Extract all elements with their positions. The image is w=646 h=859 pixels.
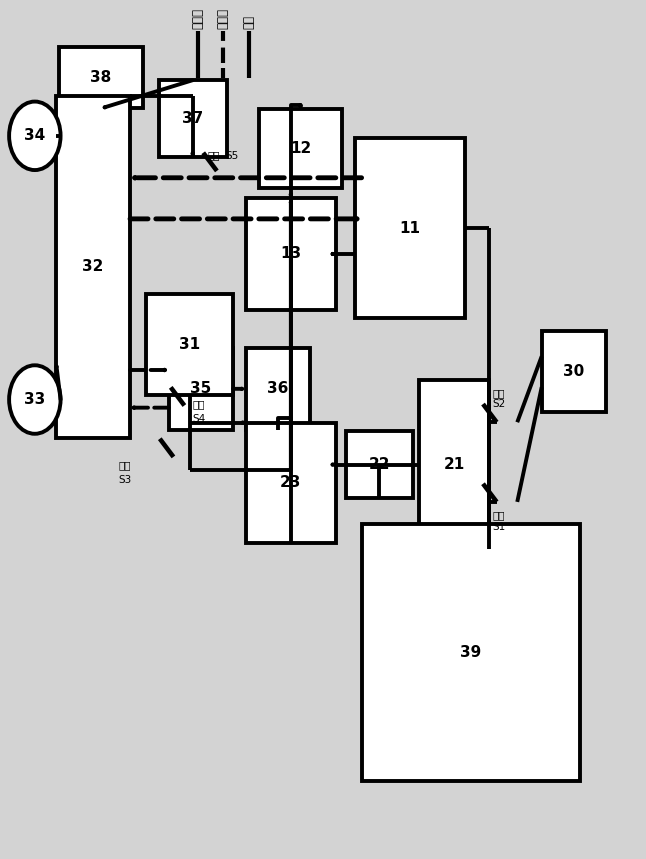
Text: 开关: 开关 [492, 510, 505, 521]
Text: 22: 22 [368, 457, 390, 472]
FancyBboxPatch shape [56, 95, 130, 438]
Text: 39: 39 [461, 644, 481, 660]
FancyBboxPatch shape [59, 46, 143, 108]
FancyBboxPatch shape [258, 109, 342, 188]
Text: S1: S1 [492, 521, 505, 532]
Text: 23: 23 [280, 475, 302, 490]
FancyBboxPatch shape [542, 331, 606, 412]
Circle shape [9, 101, 61, 170]
Text: 硅油路: 硅油路 [217, 8, 230, 29]
FancyBboxPatch shape [355, 138, 464, 318]
Text: 开关: 开关 [492, 388, 505, 399]
Text: S3: S3 [119, 475, 132, 485]
Text: 开关: 开关 [119, 460, 131, 471]
FancyBboxPatch shape [419, 380, 489, 550]
Text: 21: 21 [444, 457, 465, 472]
Text: 开关: 开关 [193, 399, 205, 410]
FancyBboxPatch shape [246, 198, 336, 309]
Text: 33: 33 [24, 392, 45, 407]
FancyArrowPatch shape [105, 80, 193, 107]
FancyArrowPatch shape [56, 366, 61, 399]
Text: 38: 38 [90, 70, 112, 85]
Text: 37: 37 [182, 111, 203, 126]
FancyBboxPatch shape [246, 423, 336, 543]
Text: 31: 31 [179, 338, 200, 352]
Text: 11: 11 [399, 221, 421, 235]
FancyBboxPatch shape [346, 431, 413, 498]
Text: 34: 34 [24, 128, 45, 143]
Text: 12: 12 [290, 141, 311, 156]
Text: 燃油路: 燃油路 [191, 8, 204, 29]
Text: 30: 30 [563, 364, 585, 379]
Text: 36: 36 [267, 381, 289, 396]
FancyBboxPatch shape [246, 348, 310, 430]
Text: 32: 32 [82, 259, 104, 274]
FancyBboxPatch shape [362, 524, 580, 781]
Text: S5: S5 [225, 150, 238, 161]
FancyBboxPatch shape [169, 348, 233, 430]
FancyBboxPatch shape [146, 295, 233, 395]
Text: 开关: 开关 [207, 150, 220, 161]
Text: 13: 13 [280, 247, 302, 261]
Text: S4: S4 [193, 414, 206, 424]
FancyBboxPatch shape [159, 80, 227, 157]
Text: S2: S2 [492, 399, 505, 410]
Circle shape [9, 365, 61, 434]
Text: 35: 35 [190, 381, 211, 396]
Text: 气路: 气路 [242, 15, 256, 29]
